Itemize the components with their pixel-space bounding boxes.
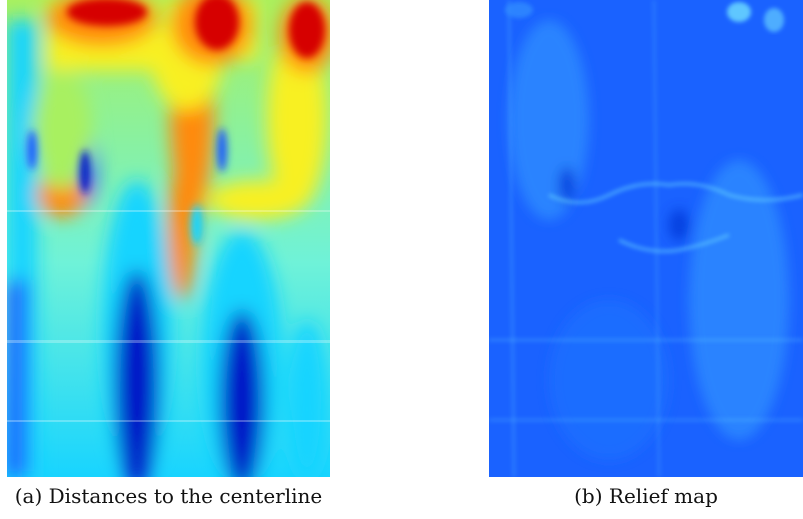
- relief-map-image: [489, 0, 803, 477]
- caption-relief-map: (b) Relief map: [574, 484, 718, 508]
- caption-distances-to-centerline: (a) Distances to the centerline: [14, 484, 323, 508]
- distance-heatmap-image: [7, 0, 330, 477]
